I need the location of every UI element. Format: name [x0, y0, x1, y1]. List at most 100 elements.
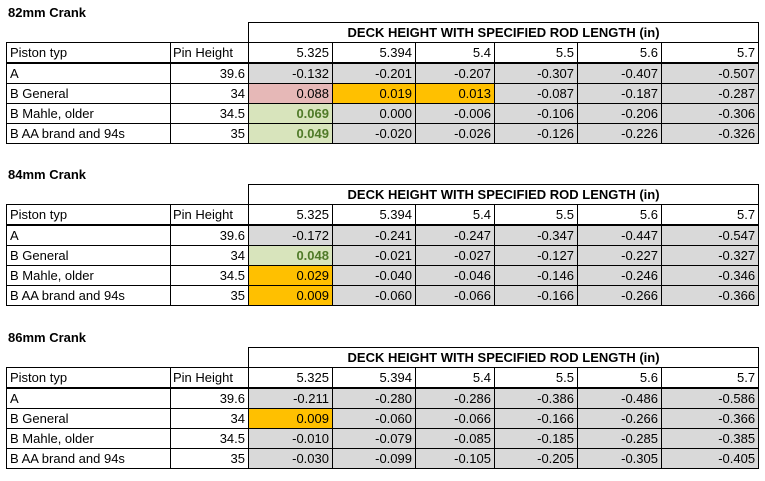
deck-height-value-cell: -0.040	[332, 265, 416, 286]
deck-height-value-cell: -0.346	[660, 265, 760, 286]
section-title: 84mm Crank	[8, 167, 87, 182]
deck-height-value-cell: -0.085	[415, 428, 495, 449]
deck-height-value-cell: -0.386	[494, 387, 578, 409]
deck-height-value-cell: -0.385	[660, 428, 760, 449]
rod-length-column-header: 5.4	[415, 204, 495, 226]
rod-length-column-header: 5.6	[577, 204, 662, 226]
deck-height-value-cell: 0.048	[248, 245, 333, 266]
deck-height-value-cell: -0.026	[415, 123, 495, 144]
table-row: B AA brand and 94s 35 0.009 -0.060 -0.066 -0.…	[6, 285, 760, 306]
piston-type-cell: B Mahle, older	[6, 103, 171, 124]
table-row: B AA brand and 94s 35 -0.030 -0.099 -0.105 -0…	[6, 448, 760, 469]
deck-height-value-cell: -0.211	[248, 387, 333, 409]
pin-height-cell: 39.6	[170, 224, 249, 246]
piston-type-cell: A	[6, 224, 171, 246]
deck-height-value-cell: -0.172	[248, 224, 333, 246]
piston-type-cell: B AA brand and 94s	[6, 285, 171, 306]
deck-height-table: DECK HEIGHT WITH SPECIFIED ROD LENGTH (i…	[6, 22, 760, 144]
rod-length-column-header: 5.5	[494, 367, 578, 389]
deck-height-value-cell: -0.132	[248, 62, 333, 84]
deck-height-value-cell: 0.013	[415, 83, 495, 104]
deck-height-value-cell: -0.046	[415, 265, 495, 286]
rod-length-column-header: 5.325	[248, 204, 333, 226]
piston-type-cell: B Mahle, older	[6, 428, 171, 449]
rod-length-column-header: 5.394	[332, 367, 416, 389]
deck-height-value-cell: -0.447	[577, 224, 662, 246]
deck-height-value-cell: -0.405	[660, 448, 760, 469]
piston-type-header: Piston typ	[6, 42, 171, 64]
table-row: B AA brand and 94s 35 0.049 -0.020 -0.026 -0.…	[6, 123, 760, 144]
piston-type-header: Piston typ	[6, 367, 171, 389]
piston-type-cell: A	[6, 387, 171, 409]
deck-height-value-cell: -0.266	[577, 285, 662, 306]
table-row: B Mahle, older 34.5 -0.010 -0.079 -0.085 -0.1…	[6, 428, 760, 449]
rod-length-column-header: 5.394	[332, 204, 416, 226]
deck-height-value-cell: -0.146	[494, 265, 578, 286]
deck-height-value-cell: -0.285	[577, 428, 662, 449]
deck-height-value-cell: -0.166	[494, 408, 578, 429]
pin-height-header: Pin Height	[170, 367, 249, 389]
table-row: B General 34 0.048 -0.021 -0.027 -0.127 -0.227…	[6, 245, 760, 266]
rod-length-column-header: 5.5	[494, 204, 578, 226]
deck-height-value-cell: -0.030	[248, 448, 333, 469]
deck-height-value-cell: -0.079	[332, 428, 416, 449]
rod-length-header: DECK HEIGHT WITH SPECIFIED ROD LENGTH (i…	[247, 347, 760, 368]
piston-type-cell: B Mahle, older	[6, 265, 171, 286]
rod-length-column-header: 5.7	[660, 204, 760, 226]
blank-cell	[171, 185, 249, 205]
blank-cell	[7, 348, 171, 368]
deck-height-table: DECK HEIGHT WITH SPECIFIED ROD LENGTH (i…	[6, 184, 760, 306]
deck-height-value-cell: -0.066	[415, 408, 495, 429]
deck-height-value-cell: -0.246	[577, 265, 662, 286]
deck-height-value-cell: 0.009	[248, 408, 333, 429]
pin-height-cell: 34.5	[170, 265, 249, 286]
deck-height-value-cell: -0.266	[577, 408, 662, 429]
deck-height-value-cell: -0.407	[577, 62, 662, 84]
pin-height-cell: 34.5	[170, 428, 249, 449]
deck-height-value-cell: 0.000	[332, 103, 416, 124]
rod-length-column-header: 5.7	[660, 367, 760, 389]
pin-height-cell: 34	[170, 408, 249, 429]
blank-cell	[171, 348, 249, 368]
rod-length-column-header: 5.6	[577, 367, 662, 389]
deck-height-value-cell: -0.347	[494, 224, 578, 246]
deck-height-value-cell: -0.060	[332, 285, 416, 306]
pin-height-header: Pin Height	[170, 42, 249, 64]
deck-height-value-cell: -0.087	[494, 83, 578, 104]
piston-type-cell: B AA brand and 94s	[6, 448, 171, 469]
deck-height-value-cell: -0.060	[332, 408, 416, 429]
rod-length-column-header: 5.325	[248, 367, 333, 389]
deck-height-value-cell: -0.307	[494, 62, 578, 84]
deck-height-value-cell: -0.205	[494, 448, 578, 469]
blank-cell	[7, 23, 171, 43]
deck-height-value-cell: -0.106	[494, 103, 578, 124]
deck-height-value-cell: -0.327	[660, 245, 760, 266]
pin-height-cell: 39.6	[170, 387, 249, 409]
table-row: B Mahle, older 34.5 0.029 -0.040 -0.046 -0.14…	[6, 265, 760, 286]
piston-type-cell: A	[6, 62, 171, 84]
deck-height-value-cell: -0.006	[415, 103, 495, 124]
deck-height-value-cell: 0.049	[248, 123, 333, 144]
table-row: A 39.6 -0.172 -0.241 -0.247 -0.347 -0.447 -0.54…	[6, 224, 760, 246]
blank-cell	[7, 185, 171, 205]
deck-height-value-cell: -0.366	[660, 408, 760, 429]
deck-height-table: DECK HEIGHT WITH SPECIFIED ROD LENGTH (i…	[6, 347, 760, 469]
pin-height-cell: 35	[170, 285, 249, 306]
piston-type-header: Piston typ	[6, 204, 171, 226]
deck-height-value-cell: -0.020	[332, 123, 416, 144]
rod-length-header: DECK HEIGHT WITH SPECIFIED ROD LENGTH (i…	[247, 184, 760, 205]
blank-cell	[171, 23, 249, 43]
rod-length-column-header: 5.5	[494, 42, 578, 64]
table-row: A 39.6 -0.211 -0.280 -0.286 -0.386 -0.486 -0.58…	[6, 387, 760, 409]
deck-height-value-cell: 0.029	[248, 265, 333, 286]
deck-height-value-cell: -0.305	[577, 448, 662, 469]
rod-length-header: DECK HEIGHT WITH SPECIFIED ROD LENGTH (i…	[247, 22, 760, 43]
rod-length-column-header: 5.4	[415, 367, 495, 389]
deck-height-value-cell: -0.010	[248, 428, 333, 449]
deck-height-value-cell: 0.019	[332, 83, 416, 104]
rod-length-column-header: 5.6	[577, 42, 662, 64]
deck-height-value-cell: -0.105	[415, 448, 495, 469]
deck-height-value-cell: -0.586	[660, 387, 760, 409]
rod-length-column-header: 5.325	[248, 42, 333, 64]
piston-type-cell: B AA brand and 94s	[6, 123, 171, 144]
